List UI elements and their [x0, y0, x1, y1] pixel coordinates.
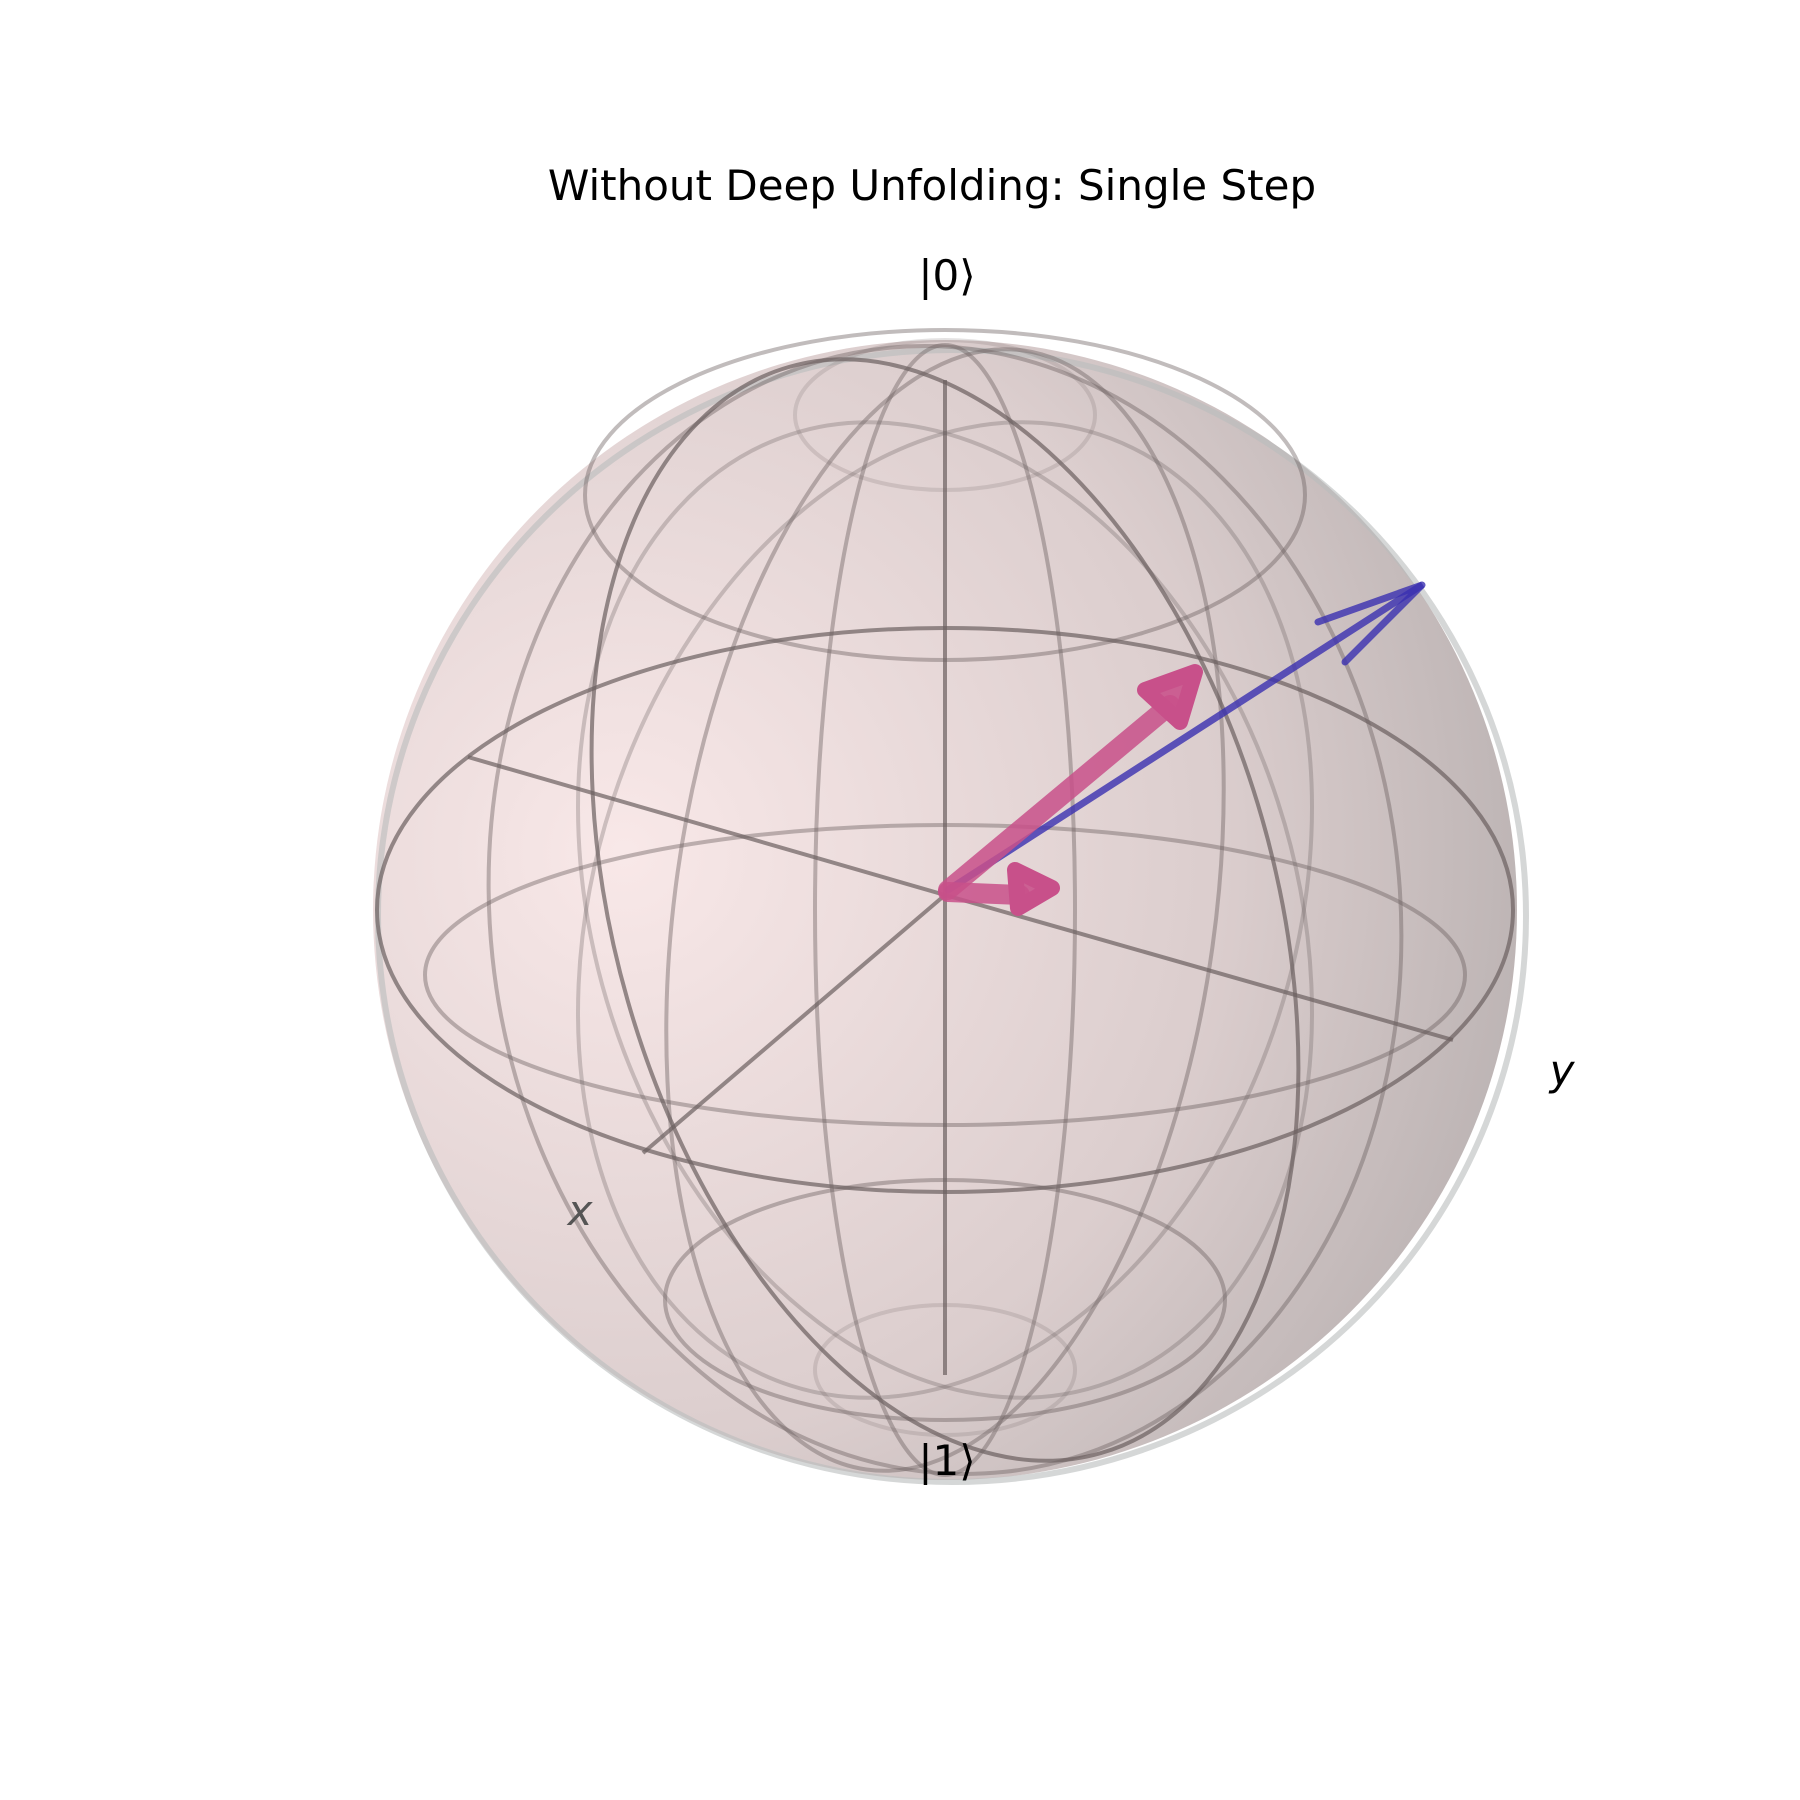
- figure-title: Without Deep Unfolding: Single Step: [548, 161, 1316, 210]
- blue-state-vector: [944, 581, 1426, 894]
- y-axis-label: y: [1548, 1046, 1576, 1095]
- pink-arrowhead-short: [1007, 862, 1060, 916]
- x-axis-line: [641, 893, 947, 1155]
- y-axis-line: [944, 893, 1454, 1042]
- pink-arrowhead-long: [1137, 664, 1203, 730]
- x-axis-back-line: [467, 755, 946, 897]
- x-axis-label: x: [566, 1186, 594, 1235]
- pink-state-vector-long: [938, 695, 1180, 900]
- pink-state-vector-short: [938, 882, 1030, 905]
- sphere-main-wireframe: [375, 357, 1515, 1463]
- meridian-ring: [589, 357, 1301, 1463]
- south-pole-label: |1⟩: [918, 1436, 975, 1485]
- north-pole-label: |0⟩: [918, 251, 975, 300]
